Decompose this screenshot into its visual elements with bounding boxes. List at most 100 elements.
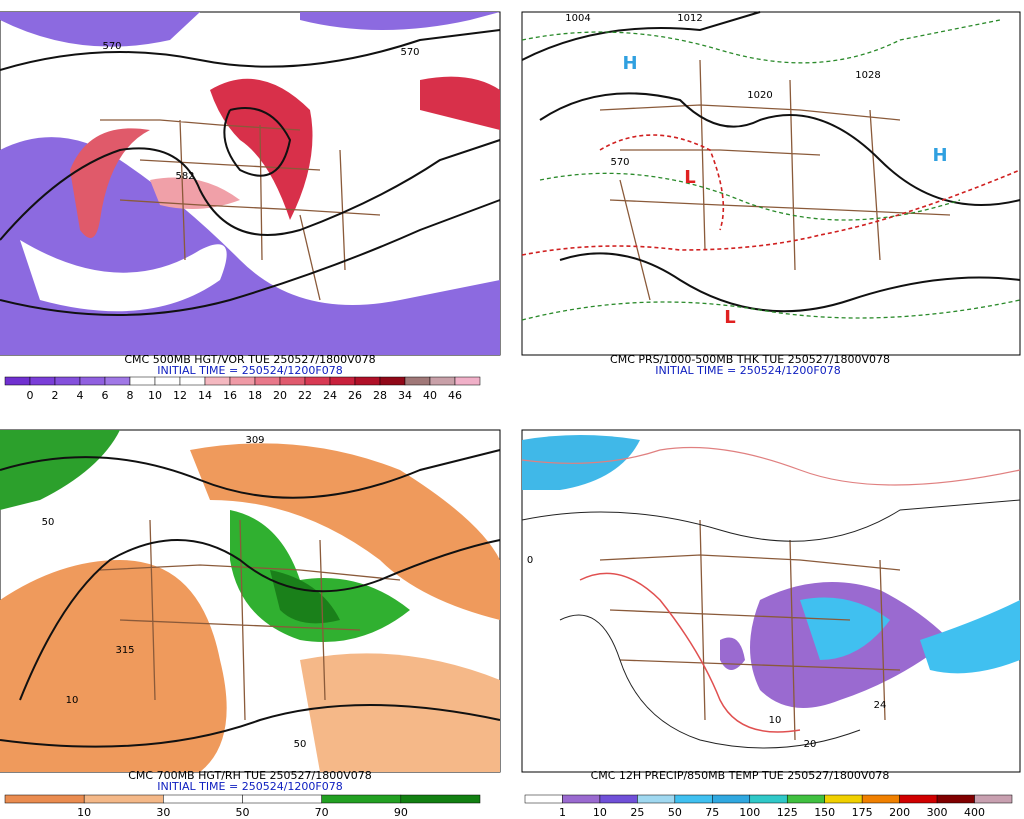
colorbar-label: 200: [889, 806, 910, 819]
colorbar-swatch: [83, 794, 164, 804]
colorbar-label: 10: [77, 806, 91, 819]
contour-label: 570: [102, 41, 121, 52]
colorbar-swatch: [974, 794, 1013, 804]
precip-label: 24: [874, 700, 887, 711]
isobar-label: 1012: [677, 13, 702, 24]
isobar-label: 1004: [565, 13, 590, 24]
colorbar-label: 30: [156, 806, 170, 819]
rh-label: 10: [66, 695, 79, 706]
colorbar-label: 125: [777, 806, 798, 819]
colorbar-label: 0: [27, 389, 34, 402]
colorbar-swatch: [354, 376, 381, 386]
map-frame: [521, 11, 1021, 356]
colorbar-swatch: [154, 376, 181, 386]
colorbar-swatch: [254, 376, 281, 386]
colorbar-swatch: [279, 376, 306, 386]
colorbar-swatch: [79, 376, 106, 386]
caption: CMC 500MB HGT/VOR TUE 250527/1800V078: [124, 353, 375, 366]
caption: CMC PRS/1000-500MB THK TUE 250527/1800V0…: [610, 353, 890, 366]
high-marker: H: [932, 145, 947, 166]
colorbar-swatch: [936, 794, 975, 804]
initial-time: INITIAL TIME = 250524/1200F078: [157, 364, 342, 377]
colorbar-label: 50: [236, 806, 250, 819]
colorbar-swatch: [786, 794, 825, 804]
temp-label: 20: [804, 739, 817, 750]
colorbar-label: 10: [593, 806, 607, 819]
colorbar-label: 40: [423, 389, 437, 402]
colorbar-swatch: [242, 794, 322, 804]
panel-precip: 0 24 20 10 CMC 12H PRECIP/850MB TEMP TUE…: [521, 429, 1021, 819]
colorbar: 0 2 4 6 8 10 12 14 16 18 20 22 24 26 28 34 40 46: [4, 376, 481, 402]
colorbar-swatch: [321, 794, 402, 804]
colorbar-swatch: [129, 376, 156, 386]
colorbar-label: 6: [102, 389, 109, 402]
caption: CMC 700MB HGT/RH TUE 250527/1800V078: [128, 769, 372, 782]
precip-shading: [522, 435, 1020, 708]
colorbar-swatch: [524, 794, 563, 804]
panel-500mb: 570 582 570 CMC 500MB HGT/VOR TUE 250527…: [0, 11, 501, 402]
colorbar: 10 30 50 70 90: [4, 794, 481, 819]
colorbar-label: 1: [559, 806, 566, 819]
colorbar-label: 2: [52, 389, 59, 402]
colorbar-label: 46: [448, 389, 462, 402]
rh-label: 50: [42, 517, 55, 528]
humidity-shading: [0, 430, 500, 772]
initial-time: INITIAL TIME = 250524/1200F078: [655, 364, 840, 377]
colorbar-swatch: [29, 376, 56, 386]
colorbar-label: 8: [127, 389, 134, 402]
colorbar-label: 28: [373, 389, 387, 402]
thickness-label: 570: [610, 157, 629, 168]
colorbar-label: 10: [148, 389, 162, 402]
contour-label: 309: [245, 435, 264, 446]
caption: CMC 12H PRECIP/850MB TEMP TUE 250527/180…: [591, 769, 890, 782]
colorbar-swatch: [861, 794, 900, 804]
colorbar-label: 70: [315, 806, 329, 819]
colorbar-swatch: [454, 376, 481, 386]
colorbar-swatch: [4, 376, 31, 386]
colorbar-swatch: [599, 794, 638, 804]
panel-pressure: 1004 1012 1020 1028 570 L L H H CMC PRS/…: [521, 11, 1021, 377]
colorbar-label: 12: [173, 389, 187, 402]
initial-time: INITIAL TIME = 250524/1200F078: [157, 780, 342, 793]
colorbar-label: 14: [198, 389, 212, 402]
contour-label: 582: [175, 171, 194, 182]
vorticity-shading: [0, 12, 500, 355]
colorbar-swatch: [749, 794, 788, 804]
colorbar-swatch: [404, 376, 431, 386]
colorbar-swatch: [400, 794, 481, 804]
colorbar-label: 16: [223, 389, 237, 402]
isobar-label: 1028: [855, 70, 880, 81]
colorbar-label: 22: [298, 389, 312, 402]
colorbar-swatch: [179, 376, 206, 386]
colorbar-label: 20: [273, 389, 287, 402]
high-marker: H: [622, 53, 637, 74]
colorbar-swatch: [712, 794, 751, 804]
colorbar-label: 400: [964, 806, 985, 819]
colorbar-swatch: [899, 794, 938, 804]
colorbar-swatch: [104, 376, 131, 386]
colorbar-swatch: [674, 794, 713, 804]
colorbar-label: 150: [814, 806, 835, 819]
colorbar-swatch: [562, 794, 601, 804]
colorbar-swatch: [379, 376, 406, 386]
colorbar-swatch: [54, 376, 81, 386]
colorbar-swatch: [637, 794, 676, 804]
colorbar-swatch: [824, 794, 863, 804]
colorbar-swatch: [4, 794, 85, 804]
colorbar-label: 100: [739, 806, 760, 819]
colorbar-swatch: [204, 376, 231, 386]
colorbar-swatch: [304, 376, 331, 386]
colorbar-label: 26: [348, 389, 362, 402]
colorbar-swatch: [429, 376, 456, 386]
temp-label: 0: [527, 555, 533, 566]
colorbar-label: 24: [323, 389, 337, 402]
colorbar-swatch: [229, 376, 256, 386]
rh-label: 50: [294, 739, 307, 750]
colorbar-label: 4: [77, 389, 84, 402]
colorbar-label: 175: [852, 806, 873, 819]
panel-700mb: 309 315 50 50 10 CMC 700MB HGT/RH TUE 25…: [0, 429, 501, 819]
colorbar-label: 50: [668, 806, 682, 819]
colorbar: 1 10 25 50 75 100 125 150 175 200 300 400: [524, 794, 1013, 819]
low-marker: L: [684, 167, 695, 188]
